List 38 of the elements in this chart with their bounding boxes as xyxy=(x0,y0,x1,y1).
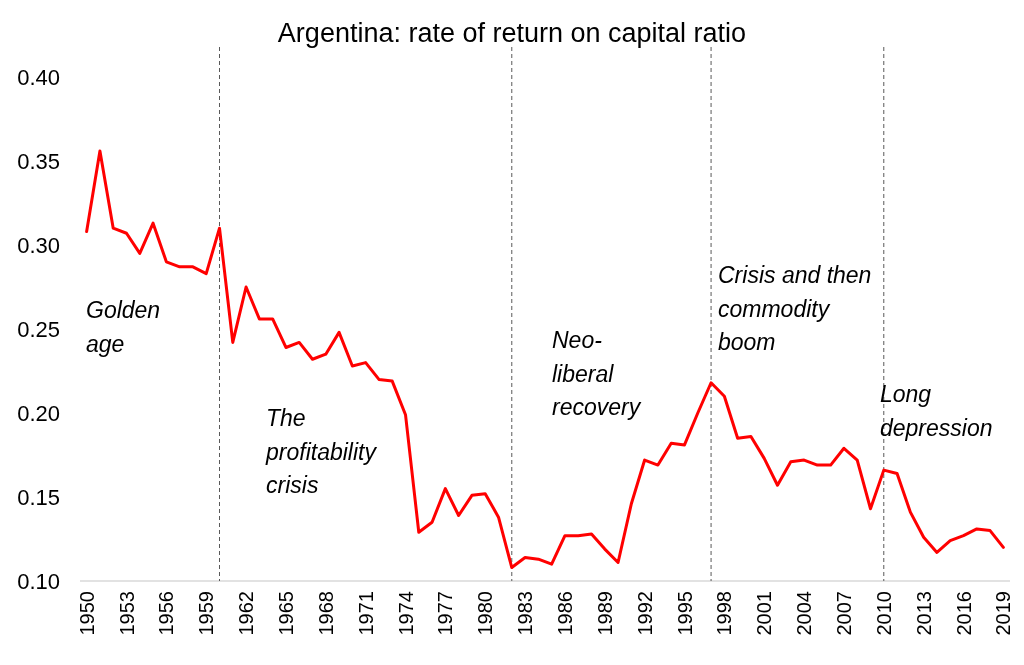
x-tick-label: 1989 xyxy=(593,591,616,636)
x-tick-label: 2007 xyxy=(832,591,855,636)
annotation: Crisis and then commodity boom xyxy=(718,262,872,356)
y-tick-label: 0.30 xyxy=(17,232,60,258)
x-tick-label: 2013 xyxy=(912,591,935,636)
annotation: Golden age xyxy=(86,297,161,357)
x-tick-label: 1956 xyxy=(155,591,178,636)
line-series xyxy=(85,149,1005,570)
x-tick-label: 2016 xyxy=(952,591,975,636)
x-tick-label: 2010 xyxy=(872,591,895,636)
y-tick-label: 0.40 xyxy=(17,64,60,90)
annotation: Neo- liberal recovery xyxy=(552,327,642,421)
x-tick-label: 1953 xyxy=(115,591,138,636)
x-tick-label: 1983 xyxy=(514,591,537,636)
y-tick-label: 0.25 xyxy=(17,316,60,342)
y-tick-label: 0.10 xyxy=(17,568,60,594)
x-tick-label: 1986 xyxy=(553,591,576,636)
x-tick-label: 1971 xyxy=(354,591,377,636)
x-tick-label: 2019 xyxy=(992,591,1015,636)
x-tick-label: 1977 xyxy=(434,591,457,636)
x-tick-label: 1968 xyxy=(314,591,337,636)
x-tick-label: 1950 xyxy=(75,591,98,636)
y-tick-label: 0.15 xyxy=(17,484,60,510)
x-tick-label: 1962 xyxy=(235,591,258,636)
x-tick-label: 2004 xyxy=(793,591,816,636)
annotation: The profitability crisis xyxy=(265,405,378,499)
chart-title: Argentina: rate of return on capital ratio xyxy=(277,18,747,48)
x-tick-label: 1980 xyxy=(474,591,497,636)
x-tick-label: 1992 xyxy=(633,591,656,636)
x-tick-label: 1965 xyxy=(274,591,297,636)
x-tick-label: 1959 xyxy=(195,591,218,636)
x-tick-label: 1974 xyxy=(394,591,417,636)
annotation: Long depression xyxy=(880,381,993,441)
y-tick-label: 0.20 xyxy=(17,400,60,426)
x-tick-label: 1998 xyxy=(713,591,736,636)
y-tick-label: 0.35 xyxy=(17,148,60,174)
x-tick-label: 2001 xyxy=(753,591,776,636)
x-tick-label: 1995 xyxy=(673,591,696,636)
